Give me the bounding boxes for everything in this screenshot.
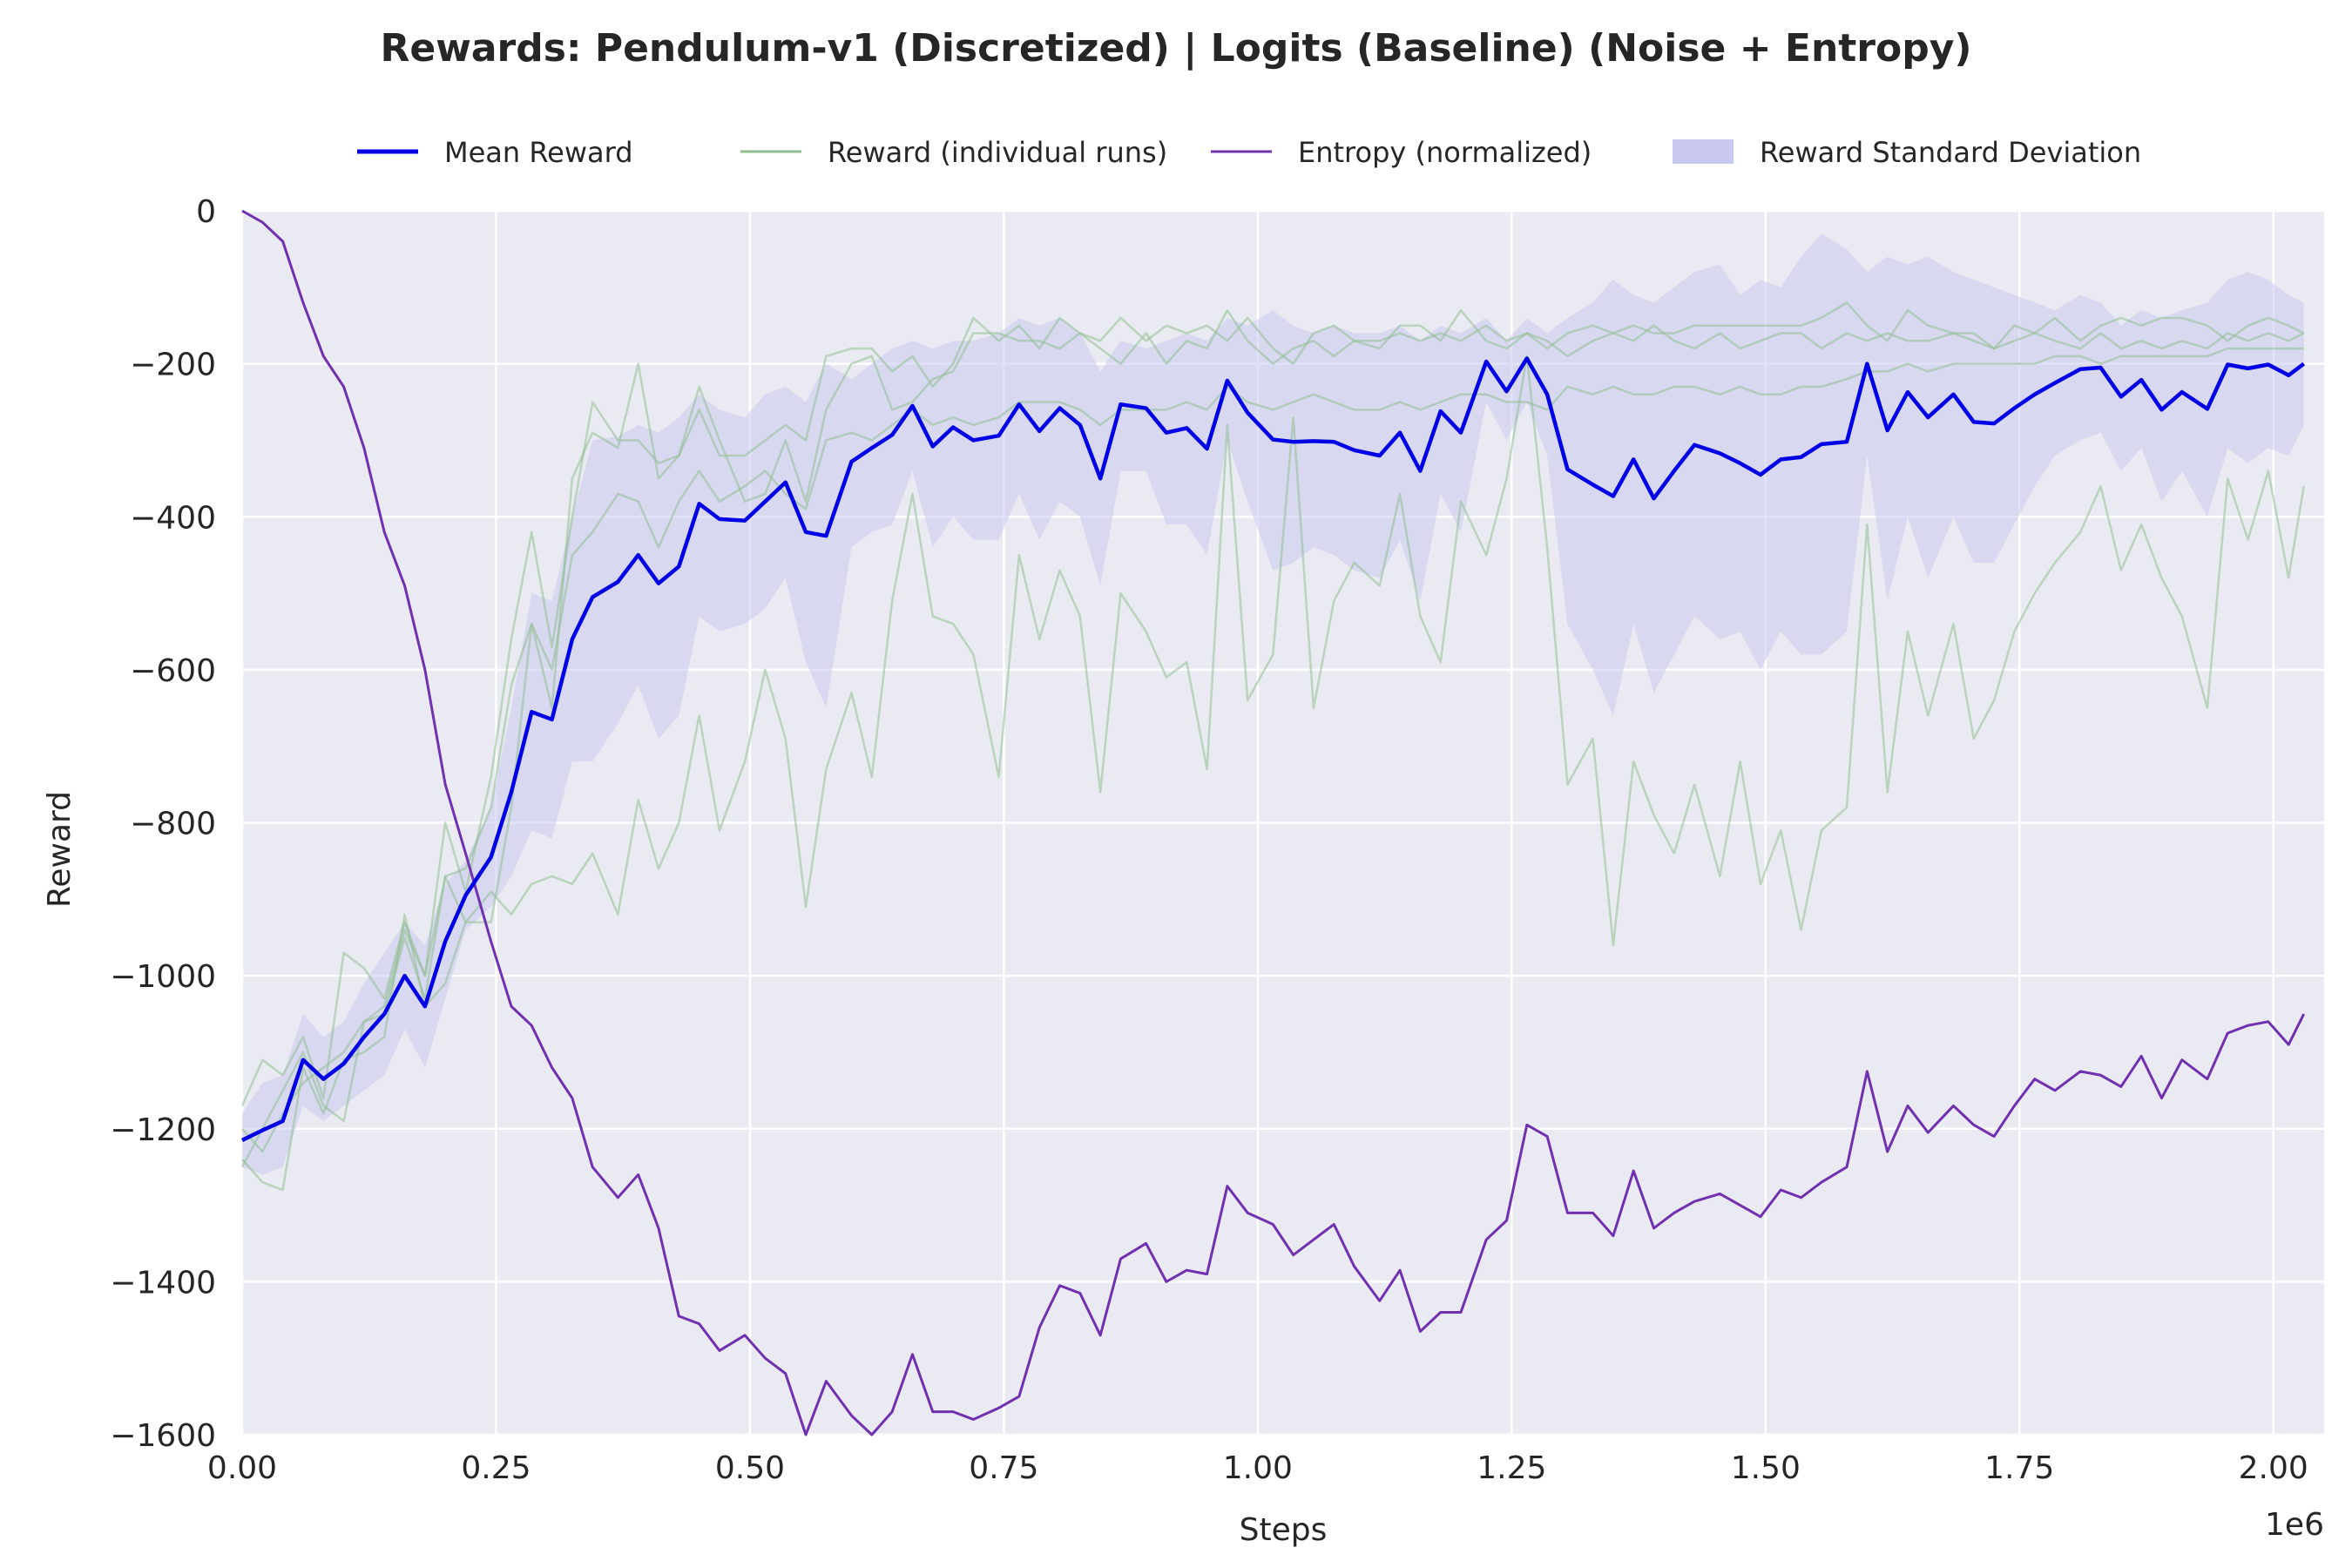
x-axis-scale-label: 1e6: [2265, 1507, 2324, 1543]
x-tick-label: 1.75: [1984, 1450, 2054, 1486]
y-tick-label: −400: [130, 500, 216, 536]
y-tick-label: −1200: [110, 1112, 216, 1148]
x-tick-label: 1.25: [1477, 1450, 1546, 1486]
y-tick-label: −1600: [110, 1418, 216, 1454]
x-tick-label: 1.00: [1223, 1450, 1293, 1486]
legend-swatch-std-band: [1673, 139, 1734, 164]
y-tick-label: −200: [130, 348, 216, 383]
y-axis-ticks: 0 −200 −400 −600 −800 −1000 −1200 −1400 −1600: [110, 194, 216, 1454]
y-tick-label: −600: [130, 653, 216, 689]
legend-label-mean-reward: Mean Reward: [444, 136, 633, 169]
x-tick-label: 0.25: [461, 1450, 531, 1486]
x-tick-label: 1.50: [1731, 1450, 1801, 1486]
x-axis-ticks: 0.00 0.25 0.50 0.75 1.00 1.25 1.50 1.75 2.00: [207, 1450, 2308, 1486]
chart-title: Rewards: Pendulum-v1 (Discretized) | Log…: [380, 26, 1971, 71]
legend: Mean Reward Reward (individual runs) Ent…: [357, 136, 2141, 169]
entropy-line: [241, 209, 2306, 1436]
legend-label-std-band: Reward Standard Deviation: [1760, 136, 2141, 169]
y-axis-label: Reward: [42, 791, 78, 908]
individual-run-line-3: [241, 355, 2305, 1192]
std-band-layer: [242, 233, 2304, 1175]
entropy-layer: [241, 209, 2306, 1436]
legend-label-entropy: Entropy (normalized): [1298, 136, 1592, 169]
individual-run-line-4: [241, 347, 2304, 1153]
individual-runs-layer: [240, 301, 2305, 1192]
y-tick-label: −1000: [110, 959, 216, 995]
legend-label-individual-runs: Reward (individual runs): [828, 136, 1167, 169]
x-tick-label: 0.50: [715, 1450, 785, 1486]
x-tick-label: 0.75: [969, 1450, 1038, 1486]
x-tick-label: 2.00: [2239, 1450, 2308, 1486]
individual-run-line-1: [240, 301, 2305, 1106]
x-tick-label: 0.00: [207, 1450, 277, 1486]
y-tick-label: 0: [196, 194, 216, 230]
x-axis-label: Steps: [1240, 1512, 1328, 1548]
mean-reward-line: [241, 356, 2306, 1142]
y-tick-label: −1400: [110, 1265, 216, 1301]
y-tick-label: −800: [130, 807, 216, 842]
mean-reward-layer: [241, 356, 2306, 1142]
std-band: [242, 233, 2304, 1175]
individual-run-line-2: [240, 316, 2305, 1168]
